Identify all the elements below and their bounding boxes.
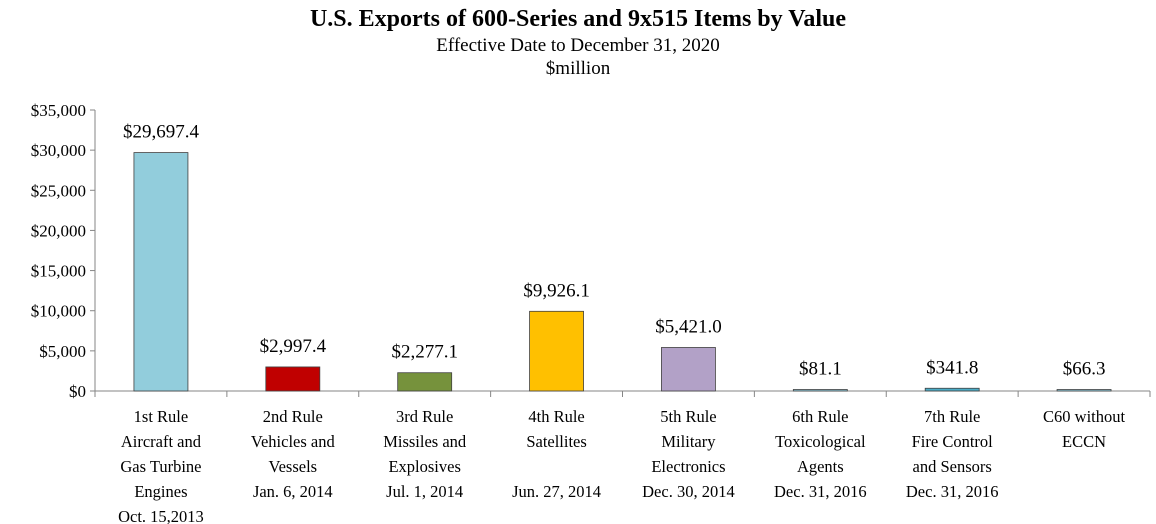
x-category-label-8: C60 without ECCN [1043, 407, 1125, 451]
y-tick-label: $10,000 [31, 302, 86, 321]
y-tick-label: $0 [69, 382, 86, 401]
bar-2 [265, 366, 321, 392]
bar-8 [1056, 389, 1112, 392]
data-label-4: $9,926.1 [523, 280, 590, 301]
x-category-label-4: 4th Rule Satellites Jun. 27, 2014 [512, 407, 601, 501]
y-tick-label: $20,000 [31, 221, 86, 240]
data-label-3: $2,277.1 [391, 342, 458, 363]
data-label-2: $2,997.4 [260, 336, 327, 357]
bar-7 [924, 387, 980, 392]
bar-6 [792, 389, 848, 392]
x-category-label-1: 1st Rule Aircraft and Gas Turbine Engines Oc… [118, 407, 204, 524]
y-tick-label: $30,000 [31, 141, 86, 160]
y-tick-label: $35,000 [31, 101, 86, 120]
bar-4 [529, 310, 584, 392]
chart-titles: U.S. Exports of 600-Series and 9x515 Ite… [0, 4, 1156, 80]
chart-subtitle: Effective Date to December 31, 2020 [436, 35, 720, 56]
y-tick-label: $25,000 [31, 181, 86, 200]
x-category-label-2: 2nd Rule Vehicles and Vessels Jan. 6, 2014 [251, 407, 336, 501]
y-tick-label: $15,000 [31, 262, 86, 281]
data-label-5: $5,421.0 [655, 316, 722, 337]
data-label-1: $29,697.4 [123, 122, 200, 143]
bar-1 [133, 152, 189, 392]
x-category-label-7: 7th Rule Fire Control and Sensors Dec. 31, … [906, 407, 999, 501]
x-category-label-5: 5th Rule Military Electronics Dec. 30, 2014 [642, 407, 735, 501]
x-category-label-6: 6th Rule Toxicological Agents Dec. 31, 2016 [774, 407, 867, 501]
bar-5 [661, 347, 716, 392]
data-label-8: $66.3 [1063, 359, 1106, 380]
chart-title: U.S. Exports of 600-Series and 9x515 Ite… [309, 6, 847, 32]
bar-3 [397, 372, 453, 392]
chart-unit-label: $million [545, 58, 611, 79]
y-tick-label: $5,000 [39, 342, 86, 361]
data-label-7: $341.8 [926, 357, 978, 378]
data-label-6: $81.1 [799, 359, 842, 380]
x-category-label-3: 3rd Rule Missiles and Explosives Jul. 1, 20… [383, 407, 467, 501]
